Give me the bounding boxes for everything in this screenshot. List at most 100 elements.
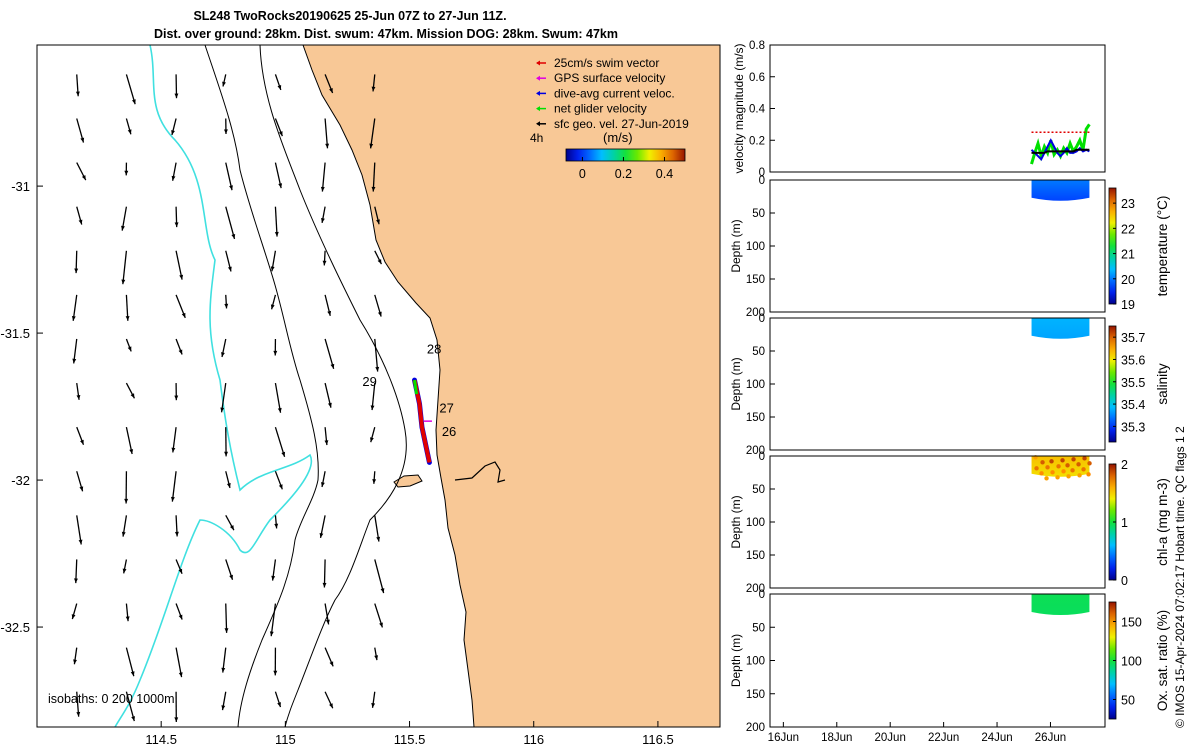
velocity-arrowhead — [224, 451, 228, 457]
velocity-arrowhead — [269, 631, 274, 637]
depth-panel: 0 50 100 150 200 Depth (m) 0 1 2 chl-a (mg m-3) — [729, 451, 1170, 595]
velocity-arrowhead — [125, 316, 130, 321]
depth-colorbar-tick-label: 1 — [1121, 516, 1128, 530]
depth-plot-area — [770, 456, 1105, 588]
map-colorbar — [565, 148, 686, 162]
velocity-arrow — [274, 382, 282, 413]
velocity-arrowhead — [379, 622, 383, 628]
depth-ytick-label: 50 — [752, 622, 765, 634]
velocity-arrowhead — [274, 231, 279, 237]
depth-panel: 0 50 100 150 200 Depth (m) 50 100 150 Ox. sat. ra… — [729, 589, 1170, 744]
velocity-arrowhead — [220, 407, 225, 413]
velocity-arrowhead — [372, 479, 377, 484]
depth-plot-area — [770, 594, 1105, 727]
velocity-arrowhead — [178, 614, 183, 620]
chl-patch-spot — [1044, 476, 1049, 481]
velocity-arrow — [76, 515, 82, 545]
map-colorbar-tick-label: 0 — [579, 167, 586, 181]
depth-ytick-label: 150 — [746, 550, 765, 562]
velocity-arrowhead — [171, 130, 175, 136]
velocity-arrowhead — [124, 170, 129, 176]
velocity-arrow — [175, 647, 183, 678]
velocity-arrowhead — [371, 702, 376, 708]
velocity-arrowhead — [127, 346, 132, 352]
velocity-arrowhead — [221, 352, 225, 358]
swan-river-outline — [454, 461, 506, 483]
velocity-arrowhead — [329, 703, 333, 709]
velocity-arrowhead — [369, 143, 374, 149]
depth-colorbar-tick-label: 23 — [1121, 197, 1135, 211]
velocity-arrowhead — [221, 667, 226, 673]
velocity-arrowhead — [80, 137, 85, 143]
velocity-arrowhead — [321, 218, 325, 223]
velocity-arrowhead — [320, 482, 325, 487]
map-xtick-label: 116 — [523, 732, 544, 747]
velocity-arrowhead — [270, 266, 275, 272]
velocity-arrowhead — [324, 440, 329, 446]
day-label: 29 — [362, 374, 376, 389]
chl-patch-spot — [1045, 465, 1050, 470]
depth-colorbar-tick-label: 35.3 — [1121, 420, 1145, 434]
depth-ytick-label: 200 — [746, 583, 765, 595]
velocity-arrowhead — [74, 578, 78, 584]
velocity-arrow — [324, 118, 329, 149]
depth-colorbar-label: temperature (°C) — [1155, 196, 1170, 297]
velocity-arrowhead — [371, 186, 376, 192]
depth-ytick-label: 200 — [746, 722, 765, 734]
legend-swatch-head — [536, 75, 540, 81]
depth-colorbar-tick-label: 21 — [1121, 248, 1135, 262]
velocity-ytick-label: 0.8 — [749, 40, 765, 52]
chl-patch-spot — [1066, 474, 1071, 479]
velocity-arrowhead — [178, 349, 183, 355]
depth-ytick-label: 100 — [746, 517, 765, 529]
figure-title-line2: Dist. over ground: 28km. Dist. swum: 47k… — [153, 27, 618, 41]
velocity-arrowhead — [174, 395, 179, 401]
velocity-arrowhead — [273, 670, 278, 676]
velocity-ytick-label: 0.6 — [749, 72, 765, 84]
velocity-arrowhead — [125, 616, 130, 622]
velocity-arrowhead — [122, 568, 127, 574]
legend-swatch-head — [536, 106, 540, 112]
time-xtick-label: 26Jun — [1035, 732, 1066, 744]
depth-ytick-label: 0 — [759, 313, 765, 325]
velocity-arrow — [225, 206, 236, 240]
velocity-arrowhead — [171, 447, 176, 453]
velocity-arrowhead — [277, 407, 282, 413]
velocity-arrowhead — [278, 484, 283, 490]
chl-patch-spot — [1055, 475, 1060, 480]
depth-ytick-label: 150 — [746, 274, 765, 286]
velocity-arrowhead — [376, 219, 380, 225]
legend-swatch-head — [536, 121, 540, 127]
velocity-arrow — [323, 559, 326, 588]
velocity-arrowhead — [223, 129, 228, 135]
velocity-arrowhead — [327, 310, 332, 316]
velocity-arrowhead — [380, 588, 385, 594]
depth-ytick-label: 0 — [759, 175, 765, 187]
rottnest-island — [393, 474, 423, 488]
velocity-arrowhead — [376, 536, 381, 542]
velocity-arrowhead — [81, 175, 86, 181]
velocity-ytick-label: 0.2 — [749, 135, 765, 147]
chl-patch-spot — [1034, 466, 1039, 471]
chl-patch-spot — [1071, 457, 1076, 462]
velocity-arrowhead — [181, 312, 186, 318]
chl-patch-spot — [1040, 460, 1045, 465]
velocity-arrow — [225, 162, 233, 191]
depth-ytick-label: 50 — [752, 484, 765, 496]
velocity-arrowhead — [71, 316, 76, 321]
velocity-arrowhead — [377, 311, 382, 317]
depth-colorbar-tick-label: 22 — [1121, 222, 1135, 236]
map-ytick-label: -31 — [11, 179, 30, 194]
figure-title-line1: SL248 TwoRocks20190625 25-Jun 07Z to 27-… — [193, 9, 507, 23]
velocity-arrow — [175, 250, 183, 280]
velocity-arrowhead — [375, 366, 380, 372]
depth-colorbar-tick-label: 2 — [1121, 458, 1128, 472]
chl-patch-spot — [1050, 470, 1055, 475]
velocity-arrowhead — [322, 260, 327, 266]
depth-colorbar-label: salinity — [1155, 363, 1170, 405]
depth-colorbar — [1108, 325, 1117, 443]
velocity-arrowhead — [178, 568, 183, 574]
